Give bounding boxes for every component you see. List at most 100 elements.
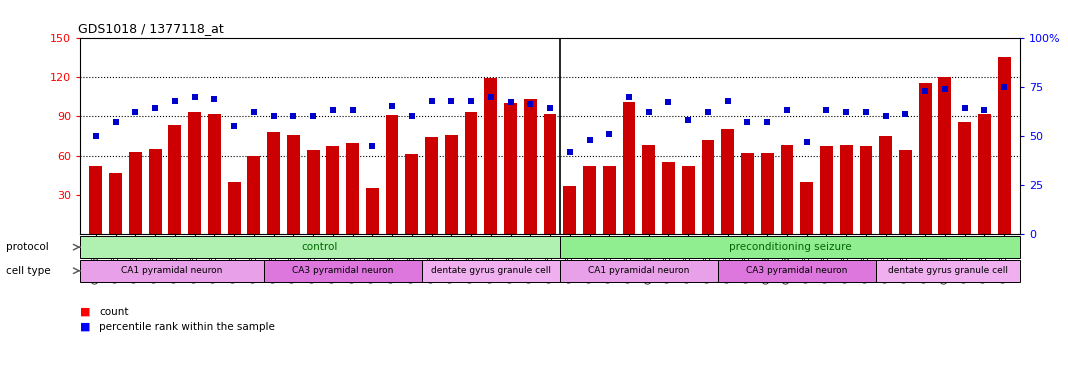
Point: [541, 105, 559, 111]
Point: [206, 96, 223, 102]
Text: ■: ■: [80, 322, 91, 332]
Bar: [978, 114, 991, 234]
Text: dentate gyrus granule cell: dentate gyrus granule cell: [888, 266, 1008, 275]
Bar: [80, 236, 560, 258]
Point: [581, 137, 598, 143]
Bar: [899, 150, 912, 234]
Bar: [90, 166, 103, 234]
Text: dentate gyrus granule cell: dentate gyrus granule cell: [430, 266, 551, 275]
Point: [304, 113, 321, 119]
Bar: [188, 112, 201, 234]
Bar: [248, 156, 261, 234]
Bar: [406, 154, 419, 234]
Point: [600, 131, 617, 137]
Bar: [327, 147, 340, 234]
Point: [443, 98, 460, 104]
Point: [621, 94, 638, 100]
Point: [225, 123, 242, 129]
Point: [700, 110, 717, 116]
Text: CA3 pyramidal neuron: CA3 pyramidal neuron: [292, 266, 393, 275]
Bar: [879, 136, 892, 234]
Bar: [721, 129, 734, 234]
Point: [798, 139, 815, 145]
Text: percentile rank within the sample: percentile rank within the sample: [99, 322, 276, 332]
Point: [127, 110, 144, 116]
Point: [404, 113, 421, 119]
Text: protocol: protocol: [6, 242, 49, 252]
Bar: [169, 125, 182, 234]
Bar: [860, 147, 873, 234]
Text: preconditioning seizure: preconditioning seizure: [728, 242, 851, 252]
Bar: [544, 114, 556, 234]
Point: [877, 113, 894, 119]
Bar: [623, 102, 635, 234]
Point: [462, 98, 480, 104]
Point: [779, 107, 796, 113]
Point: [265, 113, 282, 119]
Bar: [918, 84, 931, 234]
Point: [956, 105, 973, 111]
Bar: [876, 260, 1020, 282]
Point: [88, 133, 105, 139]
Point: [522, 101, 539, 107]
Bar: [718, 260, 876, 282]
Bar: [642, 145, 655, 234]
Point: [325, 107, 342, 113]
Bar: [560, 260, 718, 282]
Point: [758, 119, 775, 125]
Point: [285, 113, 302, 119]
Point: [897, 111, 914, 117]
Point: [383, 104, 400, 110]
Point: [937, 86, 954, 92]
Point: [364, 143, 381, 149]
Text: count: count: [99, 307, 129, 316]
Bar: [267, 132, 280, 234]
Bar: [208, 114, 221, 234]
Point: [995, 84, 1012, 90]
Point: [107, 119, 124, 125]
Bar: [662, 162, 675, 234]
Bar: [504, 103, 517, 234]
Bar: [760, 153, 773, 234]
Point: [344, 107, 361, 113]
Text: ■: ■: [80, 307, 91, 316]
Text: control: control: [302, 242, 339, 252]
Text: CA1 pyramidal neuron: CA1 pyramidal neuron: [588, 266, 690, 275]
Bar: [129, 152, 142, 234]
Point: [818, 107, 835, 113]
Point: [916, 88, 933, 94]
Bar: [820, 147, 833, 234]
Bar: [109, 172, 122, 234]
Bar: [781, 145, 794, 234]
Bar: [563, 186, 576, 234]
Bar: [939, 77, 952, 234]
Bar: [366, 188, 379, 234]
Point: [502, 99, 519, 105]
Point: [739, 119, 756, 125]
Point: [561, 148, 578, 154]
Bar: [800, 182, 813, 234]
Bar: [287, 135, 300, 234]
Point: [246, 110, 263, 116]
Bar: [485, 78, 498, 234]
Point: [719, 98, 736, 104]
Bar: [80, 260, 264, 282]
Bar: [839, 145, 852, 234]
Text: cell type: cell type: [6, 266, 51, 276]
Text: GDS1018 / 1377118_at: GDS1018 / 1377118_at: [78, 22, 224, 35]
Point: [483, 94, 500, 100]
Point: [186, 94, 203, 100]
Bar: [741, 153, 754, 234]
Text: CA1 pyramidal neuron: CA1 pyramidal neuron: [122, 266, 222, 275]
Bar: [560, 236, 1020, 258]
Point: [660, 99, 677, 105]
Bar: [346, 142, 359, 234]
Bar: [307, 150, 319, 234]
Bar: [425, 137, 438, 234]
Bar: [227, 182, 240, 234]
Point: [976, 107, 993, 113]
Bar: [148, 149, 161, 234]
Bar: [386, 115, 398, 234]
Point: [640, 110, 657, 116]
Point: [679, 117, 696, 123]
